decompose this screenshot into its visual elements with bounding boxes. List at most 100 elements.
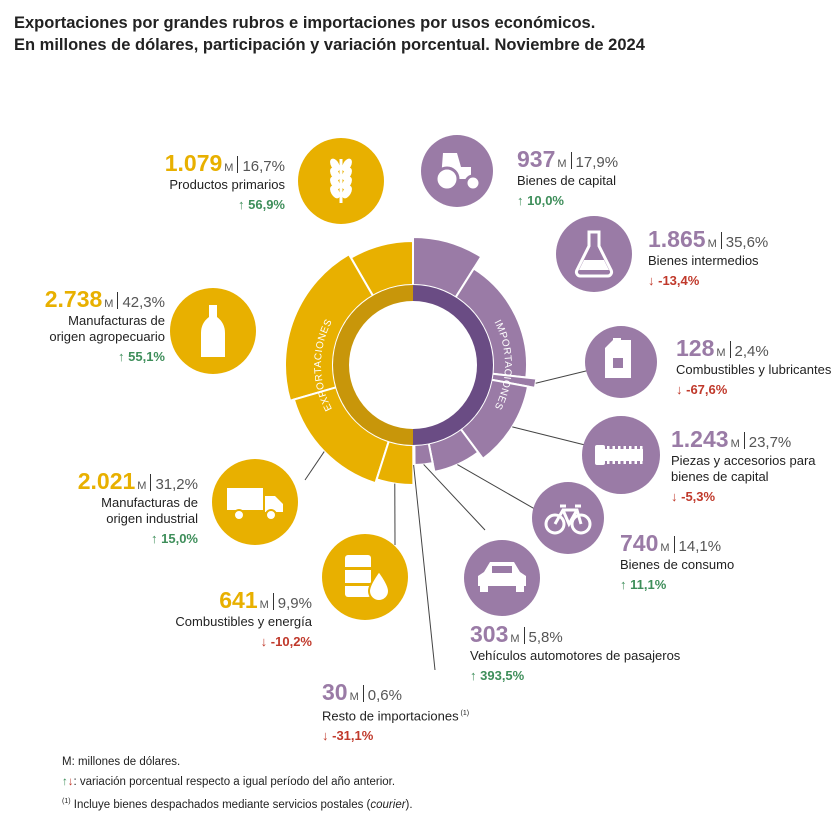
label-share: 31,2%	[155, 476, 198, 493]
label-value: 937	[517, 146, 555, 172]
label-value: 740	[620, 530, 658, 556]
label-share: 42,3%	[122, 294, 165, 311]
label-separator	[363, 685, 364, 702]
label-variation: ↑ 55,1%	[20, 349, 165, 365]
label-unit: M	[224, 162, 233, 174]
label-separator	[674, 536, 675, 553]
label-share: 14,1%	[679, 538, 722, 555]
label-separator	[273, 593, 274, 610]
label-unit: M	[557, 158, 566, 170]
label-share: 17,9%	[576, 154, 619, 171]
label-unit: M	[708, 238, 717, 250]
label-value: 1.243	[671, 426, 729, 452]
label-value: 641	[219, 587, 257, 613]
arrow-down-icon: ↓	[322, 728, 332, 743]
label-variation: ↓ -13,4%	[648, 273, 828, 289]
footnotes: M: millones de dólares. ↑↓: variación po…	[62, 752, 413, 815]
label-share: 5,8%	[529, 629, 563, 646]
label-separator	[730, 341, 731, 358]
leader-combustibles-lubricantes	[536, 370, 590, 383]
leader-bienes-consumo	[457, 465, 540, 512]
car-icon	[464, 540, 540, 616]
label-variation: ↑ 10,0%	[517, 193, 697, 209]
leader-moi	[305, 452, 324, 480]
label-value: 2.738	[45, 286, 103, 312]
label-name: Bienes intermedios	[648, 253, 828, 269]
leader-vehiculos	[424, 464, 485, 530]
label-unit: M	[731, 438, 740, 450]
label-variation: ↑ 56,9%	[140, 197, 285, 213]
label-unit: M	[660, 542, 669, 554]
footnote-mark: (1)	[459, 710, 470, 717]
label-unit: M	[137, 480, 146, 492]
jerrycan-icon	[585, 326, 657, 398]
export-slice-3	[294, 387, 389, 483]
label-value: 1.865	[648, 226, 706, 252]
arrow-up-icon: ↑	[620, 577, 630, 592]
leader-resto	[414, 465, 435, 670]
arrow-down-icon: ↓	[648, 273, 658, 288]
label-unit: M	[716, 347, 725, 359]
label-share: 23,7%	[749, 434, 792, 451]
import-slice-6	[414, 443, 432, 465]
note-unit: M: millones de dólares.	[62, 752, 413, 772]
arrow-up-icon: ↑	[517, 193, 527, 208]
label-separator	[150, 474, 151, 491]
bicycle-icon	[532, 482, 604, 554]
arrow-up-icon: ↑	[238, 197, 248, 212]
label-variation: ↑ 15,0%	[50, 531, 198, 547]
label-name: Bienes de capital	[517, 173, 697, 189]
arrow-down-icon: ↓	[261, 634, 271, 649]
label-share: 0,6%	[368, 687, 402, 704]
tractor-icon	[421, 135, 493, 207]
label-separator	[744, 432, 745, 449]
label-variation: ↓ -67,6%	[676, 382, 834, 398]
label-name: Resto de importaciones (1)	[322, 706, 542, 724]
arrow-down-icon: ↓	[676, 382, 686, 397]
label-name: Combustibles y lubricantes	[676, 362, 834, 378]
label-name: Combustibles y energía	[150, 614, 312, 630]
label-value: 128	[676, 335, 714, 361]
label-variation: ↑ 11,1%	[620, 577, 800, 593]
label-variation: ↓ -5,3%	[671, 489, 831, 505]
arrow-up-icon: ↑	[151, 531, 161, 546]
truck-icon	[212, 459, 298, 545]
label-unit: M	[260, 599, 269, 611]
flask-icon	[556, 216, 632, 292]
label-unit: M	[104, 298, 113, 310]
label-share: 16,7%	[242, 158, 285, 175]
note-courier: (1) Incluye bienes despachados mediante …	[62, 792, 413, 815]
label-separator	[117, 292, 118, 309]
label-separator	[571, 152, 572, 169]
arrow-up-icon: ↑	[118, 349, 128, 364]
label-separator	[524, 627, 525, 644]
label-value: 303	[470, 621, 508, 647]
label-name: Productos primarios	[140, 177, 285, 193]
bottle-icon	[170, 288, 256, 374]
barrel-drop-icon	[322, 534, 408, 620]
screw-icon	[582, 416, 660, 494]
label-variation: ↓ -10,2%	[150, 634, 312, 650]
label-name: Bienes de consumo	[620, 557, 800, 573]
